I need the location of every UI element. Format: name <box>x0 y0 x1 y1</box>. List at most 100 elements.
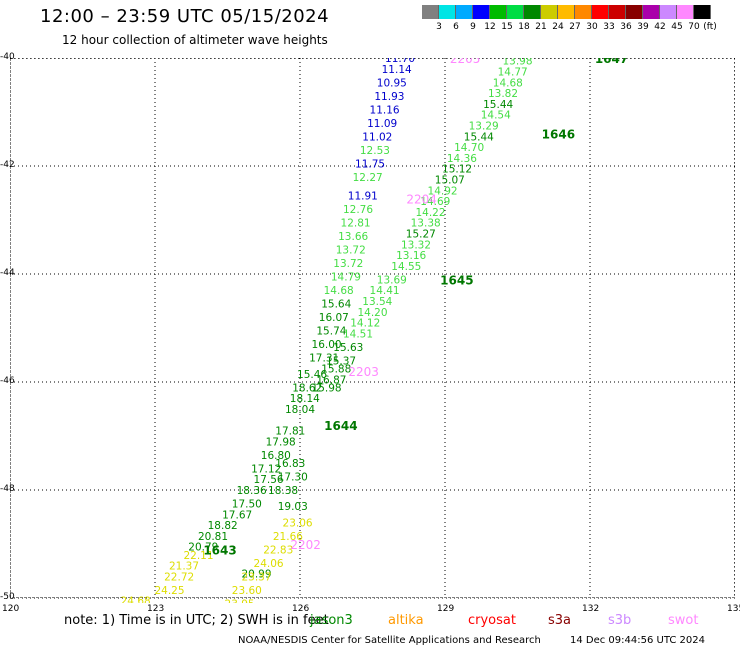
satellite-legend-cryosat: cryosat <box>468 613 516 628</box>
pass-label: 1645 <box>440 273 473 287</box>
wave-height-value: 23.06 <box>283 517 313 529</box>
wave-height-value: 14.54 <box>481 110 511 122</box>
lon-tick-label: 132 <box>582 604 600 614</box>
map-plot: 11.70 11.14 10.95 11.93 11.16 11.09 11.02 12.53… <box>9 34 736 640</box>
pass-label: 2202 <box>290 538 321 552</box>
wave-height-value: 13.72 <box>336 245 366 257</box>
scale-label: 70 <box>688 22 700 32</box>
wave-height-value: 13.82 <box>488 88 518 100</box>
wave-height-value: 22.72 <box>164 571 194 583</box>
wave-height-value: 16.07 <box>319 312 349 324</box>
wave-height-value: 16.87 <box>316 374 346 386</box>
wave-height-value: 15.44 <box>464 131 494 143</box>
scale-label: 9 <box>470 22 476 32</box>
wave-height-value: 15.88 <box>321 364 351 376</box>
wave-height-value: 11.02 <box>362 131 392 143</box>
wave-height-value: 11.91 <box>348 191 378 203</box>
lat-tick-label: -46 <box>0 376 15 386</box>
wave-height-value: 24.06 <box>254 558 284 570</box>
scale-label: 6 <box>453 22 459 32</box>
scale-label: 39 <box>637 22 649 32</box>
wave-height-value: 13.66 <box>338 231 368 243</box>
scale-label: 27 <box>569 22 581 32</box>
wave-height-value: 18.14 <box>290 393 320 405</box>
wave-height-value: 13.29 <box>469 121 499 133</box>
wave-height-value: 16.83 <box>275 458 305 470</box>
wave-height-value: 21.37 <box>169 561 199 573</box>
scale-swatch <box>660 5 677 19</box>
wave-height-value: 15.46 <box>297 369 327 381</box>
scale-swatch <box>490 5 507 19</box>
pass-label: 2203 <box>348 365 379 379</box>
wave-height-value: 13.38 <box>411 218 441 230</box>
scale-label: 18 <box>518 22 530 32</box>
wave-height-value: 18.38 <box>268 485 298 497</box>
wave-height-value: 14.55 <box>391 261 421 273</box>
wave-height-value: 17.31 <box>309 353 339 365</box>
wave-height-value: 14.41 <box>370 285 400 297</box>
wave-height-value: 17.12 <box>251 463 281 475</box>
wave-height-value: 20.79 <box>188 542 218 554</box>
wave-height-value: 14.69 <box>420 196 450 208</box>
wave-height-value: 23.95 <box>225 598 255 603</box>
scale-label: 12 <box>484 22 496 32</box>
pass-label: 1646 <box>542 128 575 142</box>
page-subtitle: 12 hour collection of altimeter wave hei… <box>62 33 328 47</box>
wave-height-value: 22.11 <box>183 550 213 562</box>
wave-height-value: 14.70 <box>454 142 484 154</box>
wave-height-value: 11.14 <box>382 64 412 76</box>
wave-height-value: 23.37 <box>241 571 271 583</box>
scale-label: 3 <box>436 22 442 32</box>
satellite-legend-s3b: s3b <box>608 613 632 628</box>
note-text: note: 1) Time is in UTC; 2) SWH is in fe… <box>64 613 329 628</box>
color-scale-legend: 3 6 9 12 15 18 21 24 27 30 33 36 39 42 45 70 (ft) <box>422 5 717 32</box>
lon-tick-label: 120 <box>2 604 20 614</box>
wave-height-value: 23.60 <box>232 585 262 597</box>
map-canvas: 11.7011.1410.9511.9311.1611.0911.0212.53… <box>9 34 736 640</box>
page-title: 12:00 – 23:59 UTC 05/15/2024 <box>40 6 330 27</box>
wave-height-value: 14.20 <box>357 307 387 319</box>
lat-tick-label: -50 <box>0 592 15 602</box>
wave-height-value: 14.79 <box>331 272 361 284</box>
lon-tick-label: 123 <box>147 604 165 614</box>
wave-height-value: 13.72 <box>333 258 363 270</box>
wave-height-value: 14.12 <box>350 318 380 330</box>
scale-label: 30 <box>586 22 598 32</box>
scale-swatch <box>541 5 558 19</box>
wave-height-value: 12.81 <box>341 218 371 230</box>
wave-height-value: 15.64 <box>321 299 351 311</box>
wave-height-value: 22.83 <box>263 544 293 556</box>
wave-height-value: 14.92 <box>428 185 458 197</box>
wave-height-value: 14.22 <box>415 207 445 219</box>
wave-height-value: 14.51 <box>343 328 373 340</box>
satellite-legend-altika: altika <box>388 613 424 628</box>
wave-height-value: 18.62 <box>292 382 322 394</box>
scale-label: 21 <box>535 22 547 32</box>
wave-height-value: 11.75 <box>355 158 385 170</box>
footer-credit: NOAA/NESDIS Center for Satellite Applica… <box>238 635 541 646</box>
wave-height-value: 11.93 <box>374 91 404 103</box>
wave-height-value: 13.32 <box>401 239 431 251</box>
pass-label: 1644 <box>324 419 357 433</box>
wave-height-value: 15.63 <box>333 342 363 354</box>
scale-swatch <box>507 5 524 19</box>
scale-swatch <box>592 5 609 19</box>
lat-tick-label: -48 <box>0 484 15 494</box>
wave-height-value: 17.50 <box>232 499 262 511</box>
wave-height-value: 20.81 <box>198 531 228 543</box>
scale-swatch <box>575 5 592 19</box>
wave-height-value: 17.56 <box>254 474 284 486</box>
lon-tick-label: 135 <box>727 604 740 614</box>
wave-height-value: 24.68 <box>121 596 151 603</box>
wave-height-value: 14.68 <box>324 285 354 297</box>
lat-tick-label: -40 <box>0 52 15 62</box>
wave-height-value: 14.77 <box>498 67 528 79</box>
wave-height-value: 13.54 <box>362 296 392 308</box>
scale-swatch <box>626 5 643 19</box>
lat-tick-label: -42 <box>0 160 15 170</box>
scale-label: 45 <box>671 22 683 32</box>
wave-height-value: 17.81 <box>275 426 305 438</box>
wave-height-value: 14.36 <box>447 153 477 165</box>
scale-unit: (ft) <box>703 22 717 32</box>
scale-label: 36 <box>620 22 632 32</box>
